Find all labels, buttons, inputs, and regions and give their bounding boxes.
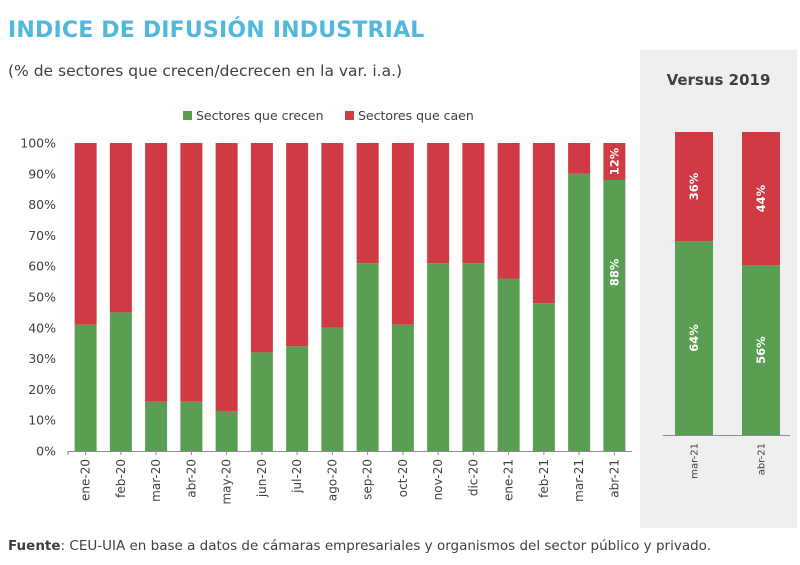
bar-crecen-feb-20 (109, 312, 132, 451)
bar-crecen-ene-21 (497, 278, 520, 451)
bar-crecen-ago-20 (321, 327, 344, 451)
bar-crecen-mar-21 (568, 173, 591, 452)
y-tick-label: 0% (36, 444, 56, 459)
x-tick-label: abr-20 (184, 459, 198, 498)
x-tick-label: dic-20 (466, 459, 480, 496)
bar-caen-mar-20 (145, 143, 168, 402)
bar-crecen-sep-20 (356, 263, 379, 451)
source-footer: Fuente: CEU-UIA en base a datos de cámar… (8, 538, 711, 554)
bar-crecen-mar-20 (145, 401, 168, 451)
bar-caen-nov-20 (427, 143, 450, 264)
source-text: : CEU-UIA en base a datos de cámaras emp… (60, 538, 711, 554)
x-tick-label: sep-20 (361, 459, 375, 500)
bar-caen-sep-20 (356, 143, 379, 264)
chart-title: INDICE DE DIFUSIÓN INDUSTRIAL (8, 18, 425, 43)
y-tick-label: 60% (28, 259, 56, 274)
y-tick-label: 20% (28, 382, 56, 397)
side-bar-caen-mar-21 (675, 132, 713, 242)
side-data-label-abr-21-caen: 44% (754, 184, 768, 212)
x-tick-label: jun-20 (255, 459, 269, 498)
y-tick-label: 70% (28, 228, 56, 243)
x-tick-label: may-20 (220, 459, 234, 505)
bar-caen-feb-21 (532, 143, 555, 304)
bar-caen-feb-20 (109, 143, 132, 313)
side-bar-crecen-mar-21 (675, 241, 713, 435)
versus-2019-title: Versus 2019 (640, 72, 797, 89)
side-bar-crecen-abr-21 (742, 265, 780, 435)
chart-subtitle: (% de sectores que crecen/decrecen en la… (8, 62, 403, 80)
x-tick-label: ago-20 (325, 459, 339, 501)
legend-label-caen: Sectores que caen (358, 108, 474, 123)
bar-crecen-jul-20 (286, 346, 309, 451)
bar-crecen-feb-21 (532, 303, 555, 451)
x-tick-label: abr-21 (607, 459, 621, 498)
bar-caen-ene-20 (74, 143, 97, 325)
bar-crecen-abr-20 (180, 401, 203, 451)
bar-caen-may-20 (215, 143, 238, 411)
main-axis: 0% 10% 20% 30% 40% 50% 60% 70% 80% 90% 100% ene-20 f… (20, 136, 632, 505)
side-data-label-mar-21-caen: 36% (687, 172, 701, 200)
bar-crecen-nov-20 (427, 263, 450, 451)
x-tick-label: jul-20 (290, 459, 304, 494)
y-tick-label: 50% (28, 290, 56, 305)
bar-caen-mar-21 (568, 143, 591, 174)
bar-caen-jul-20 (286, 143, 309, 347)
legend-swatch-caen (345, 111, 354, 120)
y-tick-label: 10% (28, 413, 56, 428)
x-tick-label: oct-20 (396, 459, 410, 497)
versus-2019-title-text: Versus 2019 (666, 71, 771, 89)
bar-caen-oct-20 (391, 143, 414, 325)
side-bar-caen-abr-21 (742, 132, 780, 266)
side-data-label-abr-21-crecen: 56% (754, 336, 768, 364)
x-tick-label: ene-21 (502, 459, 516, 501)
source-label: Fuente (8, 538, 61, 554)
x-tick-label: mar-20 (149, 459, 163, 502)
side-bars: mar-21 abr-21 64% 36% 56% 44% (663, 132, 790, 479)
bar-caen-dic-20 (462, 143, 485, 264)
bar-crecen-abr-21 (603, 179, 626, 451)
y-tick-label: 40% (28, 320, 56, 335)
x-tick-label: feb-21 (537, 459, 551, 498)
y-tick-label: 80% (28, 197, 56, 212)
y-tick-label: 30% (28, 351, 56, 366)
bar-crecen-dic-20 (462, 263, 485, 451)
main-bars: 88% 12% (74, 143, 626, 452)
legend-swatch-crecen (183, 111, 192, 120)
x-tick-label: feb-20 (114, 459, 128, 498)
x-tick-label: mar-21 (572, 459, 586, 502)
bar-caen-abr-21 (603, 143, 626, 180)
side-x-tick-label: abr-21 (757, 443, 768, 475)
side-data-label-mar-21-crecen: 64% (687, 324, 701, 352)
bar-crecen-jun-20 (250, 352, 273, 451)
bar-caen-jun-20 (250, 143, 273, 353)
data-label-abr-21-crecen: 88% (607, 258, 621, 286)
bar-caen-abr-20 (180, 143, 203, 402)
bar-crecen-may-20 (215, 410, 238, 451)
x-tick-label: nov-20 (431, 459, 445, 500)
x-tick-label: ene-20 (79, 459, 93, 501)
bar-crecen-ene-20 (74, 324, 97, 451)
bar-caen-ago-20 (321, 143, 344, 328)
legend: Sectores que crecen Sectores que caen (183, 108, 474, 123)
y-tick-label: 90% (28, 166, 56, 181)
side-x-tick-label: mar-21 (690, 443, 701, 479)
legend-label-crecen: Sectores que crecen (196, 108, 324, 123)
bar-caen-ene-21 (497, 143, 520, 279)
y-tick-label: 100% (20, 136, 56, 151)
bar-crecen-oct-20 (391, 324, 414, 451)
data-label-abr-21-caen: 12% (607, 147, 621, 175)
